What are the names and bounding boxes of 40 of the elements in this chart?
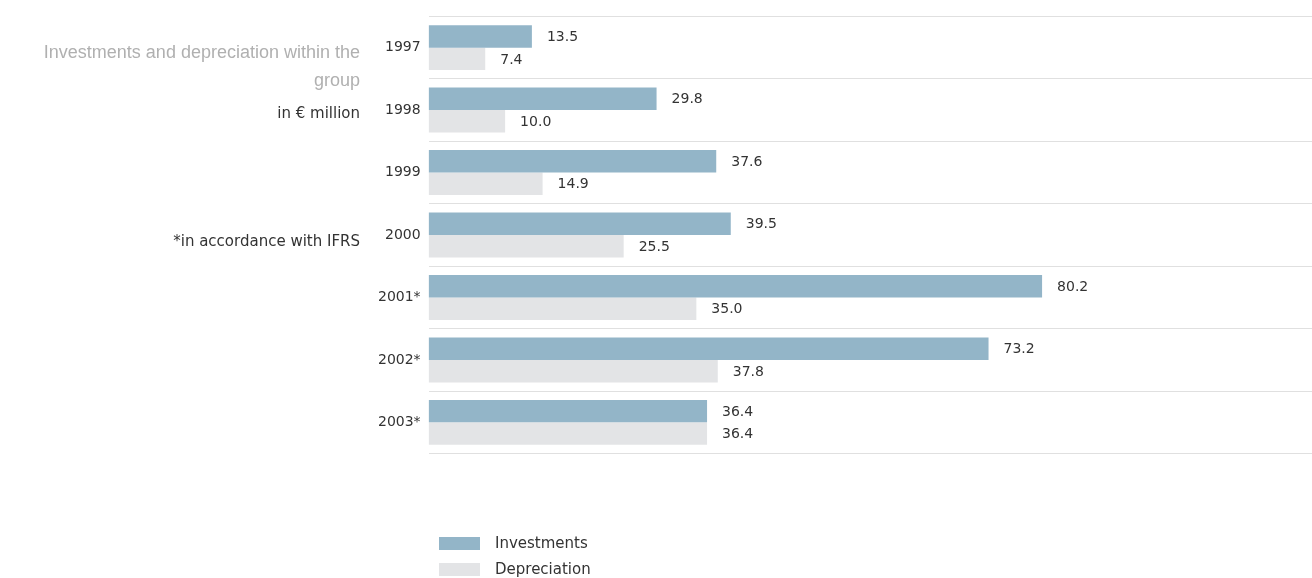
text: Investments and depreciation within the group — [42, 41, 360, 92]
y-tick-label: 2001* — [377, 288, 421, 305]
data-label: 36.4 — [722, 402, 754, 419]
bar — [428, 47, 486, 71]
data-label: 37.6 — [731, 152, 763, 169]
data-label: 13.5 — [546, 28, 579, 45]
bar — [428, 359, 718, 383]
y-tick-label: 2002* — [377, 350, 421, 367]
data-label: 10.0 — [520, 112, 552, 129]
y-tick-label: 1998 — [384, 100, 421, 117]
legend-label: Depreciation — [495, 560, 591, 578]
bar — [428, 212, 731, 235]
bar — [428, 25, 532, 48]
legend-label: Investments — [495, 534, 588, 552]
y-tick-label: 2000 — [384, 225, 421, 242]
bar — [428, 297, 697, 320]
data-label: 7.4 — [500, 50, 523, 67]
y-tick-label: 1999 — [384, 163, 421, 180]
data-label: 39.5 — [745, 215, 777, 232]
bar — [428, 150, 717, 173]
data-label: 14.9 — [557, 175, 589, 192]
bar — [428, 337, 989, 360]
data-label: 25.5 — [638, 237, 670, 254]
data-label: 73.2 — [1003, 340, 1035, 357]
data-label: 29.8 — [671, 90, 703, 107]
bar — [428, 172, 543, 196]
bar — [428, 87, 657, 111]
data-label: 35.0 — [711, 300, 743, 317]
text: *in accordance with IFRS — [173, 232, 360, 250]
y-tick-label: 2003* — [377, 413, 421, 430]
bar — [428, 422, 708, 445]
data-label: 36.4 — [722, 425, 754, 442]
data-label: 80.2 — [1057, 277, 1089, 294]
data-label: 37.8 — [732, 362, 764, 379]
bar — [428, 399, 708, 423]
bar — [428, 274, 1043, 298]
bar — [428, 235, 624, 258]
y-tick-label: 1997 — [384, 38, 421, 55]
bar — [428, 110, 506, 133]
text: in € million — [277, 104, 360, 122]
